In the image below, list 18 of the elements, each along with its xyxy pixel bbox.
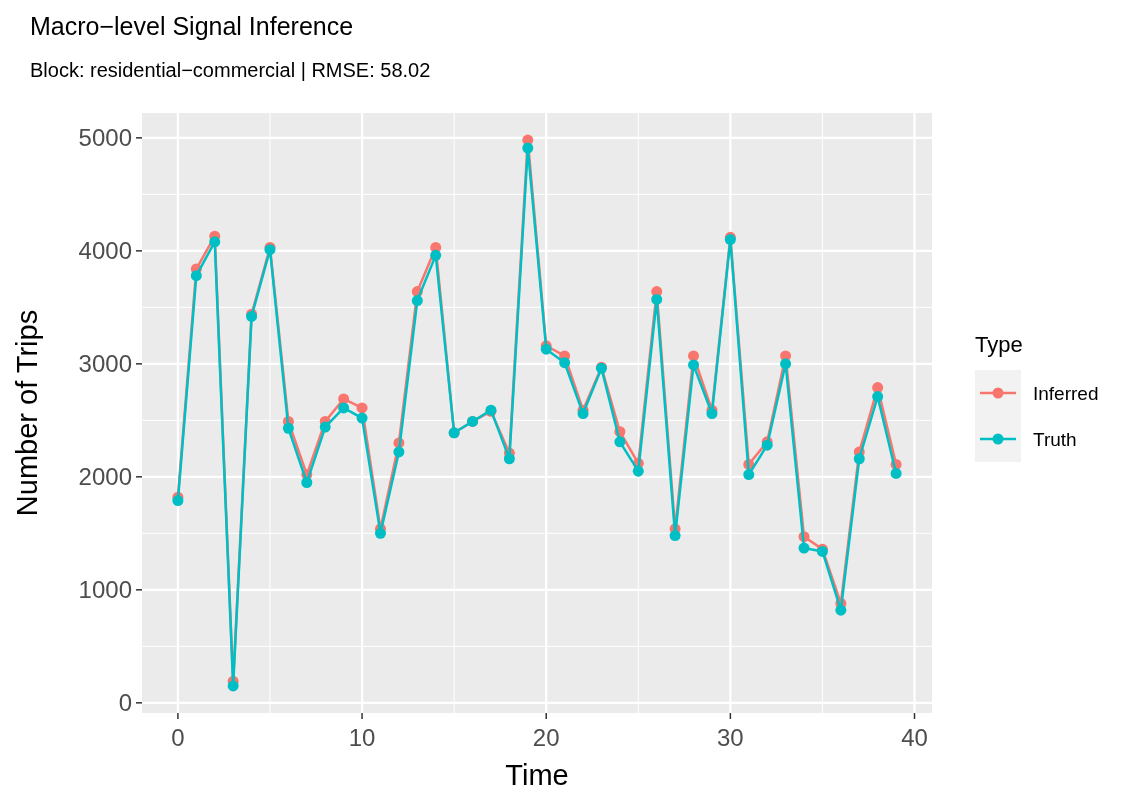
x-tick-label: 20 xyxy=(532,724,560,751)
y-axis-title: Number of Trips xyxy=(11,309,43,517)
x-axis-title: Time xyxy=(505,759,569,791)
x-tick-label: 10 xyxy=(348,724,376,751)
y-tick-label: 4000 xyxy=(78,237,132,265)
legend-label: Truth xyxy=(1033,428,1077,450)
chart-title: Macro−level Signal Inference xyxy=(30,12,354,40)
x-tick-label: 0 xyxy=(171,724,185,751)
y-tick-label: 0 xyxy=(118,689,132,717)
y-tick-label: 2000 xyxy=(78,463,132,491)
x-tick-label: 30 xyxy=(717,724,744,751)
chart-subtitle: Block: residential−commercial | RMSE: 58.02 xyxy=(30,59,431,81)
legend-label: Inferred xyxy=(1033,382,1099,404)
y-tick-label: 5000 xyxy=(78,124,132,152)
legend-title: Type xyxy=(975,332,1023,357)
x-tick-label: 40 xyxy=(901,724,928,751)
y-tick-label: 1000 xyxy=(78,576,132,604)
y-tick-label: 3000 xyxy=(78,350,132,378)
